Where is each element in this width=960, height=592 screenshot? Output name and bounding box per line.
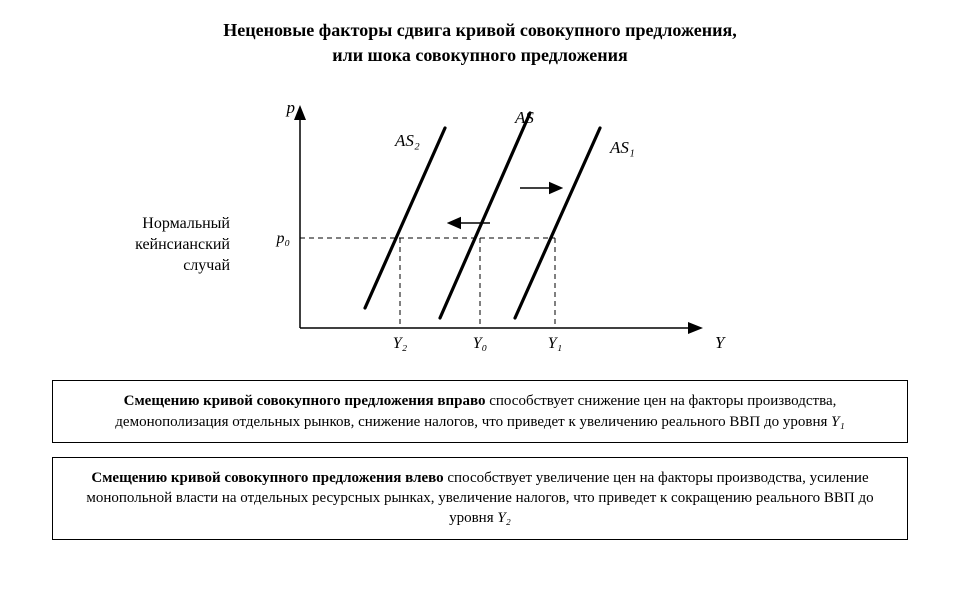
title-line-1: Неценовые факторы сдвига кривой совокупн… <box>223 20 737 40</box>
info-box-left-shift: Смещению кривой совокупного предложения … <box>52 457 908 540</box>
svg-text:AS₁: AS₁ <box>609 138 635 157</box>
info-box-right-shift: Смещению кривой совокупного предложения … <box>52 380 908 443</box>
svg-text:AS₂: AS₂ <box>394 131 420 150</box>
svg-text:Y₂: Y₂ <box>393 335 408 352</box>
title-line-2: или шока совокупного предложения <box>332 45 628 65</box>
svg-text:Y: Y <box>715 333 726 352</box>
svg-text:Y₀: Y₀ <box>473 335 487 352</box>
chart-container: Нормальный кейнсианский случай pYp₀Y₂Y₀Y… <box>0 68 960 368</box>
svg-text:Y₁: Y₁ <box>548 335 562 352</box>
as-shift-chart: p Yp₀ Y₂ Y₀ Y₁ AS₂ AS AS₁ <box>0 68 960 368</box>
svg-text:p₀: p₀ <box>275 230 290 247</box>
box2-bold: Смещению кривой совокупного предложения … <box>91 470 443 486</box>
svg-text:AS: AS <box>514 108 534 127</box>
box2-tail: Y₂ <box>497 510 511 526</box>
box1-bold: Смещению кривой совокупного предложения … <box>124 393 486 409</box>
svg-text:p: p <box>286 98 296 117</box>
page-title: Неценовые факторы сдвига кривой совокупн… <box>0 0 960 68</box>
box1-tail: Y₁ <box>831 414 845 430</box>
